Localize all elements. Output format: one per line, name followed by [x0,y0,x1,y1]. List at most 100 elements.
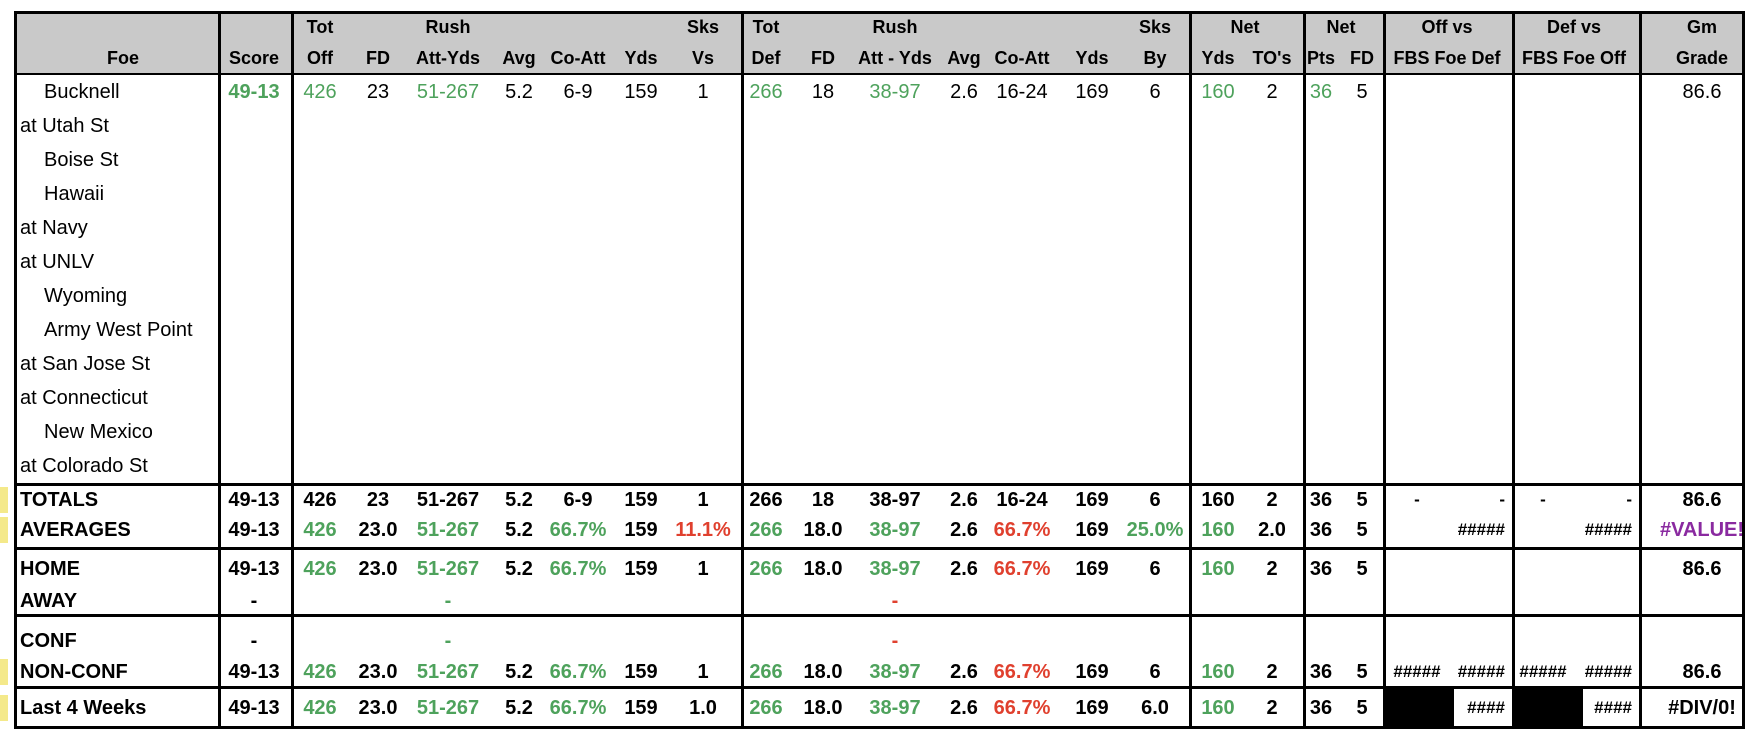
header-gm: Gm [1686,17,1718,37]
summary-home-def: 266 [749,558,783,580]
summary-nonconf-drush: 38-97 [869,661,921,683]
summary-totals-def: 266 [749,489,783,511]
foe-name: Hawaii [44,183,105,205]
header-tos: TO's [1252,48,1292,68]
summary-totals-coatt: 6-9 [563,489,593,511]
summary-home-dsks: 6 [1149,558,1161,580]
header-avg2: Avg [947,48,981,68]
foe-name: Army West Point [44,319,193,341]
game-rush: 51-267 [416,81,480,103]
summary-totals-dyds: 169 [1075,489,1109,511]
summary-conf-rush: - [444,630,452,652]
game-coatt: 6-9 [563,81,593,103]
summary-last4-dfd: 18.0 [803,697,843,719]
game-off: 426 [303,81,337,103]
summary-totals-pts: 36 [1309,489,1333,511]
summary-label-home: HOME [20,558,80,580]
summary-averages-pts: 36 [1309,519,1333,541]
summary-last4-coatt: 66.7% [549,697,607,719]
header-net-fd: FD [1350,48,1374,68]
header-foe: Foe [106,48,140,68]
summary-averages-d2: ##### [1584,520,1632,539]
summary-last4-grade: #DIV/0! [1668,697,1736,719]
grid-vline [291,11,294,728]
header-yds: Yds [624,48,658,68]
summary-averages-score: 49-13 [228,519,280,541]
summary-totals-grade: 86.6 [1682,489,1722,511]
summary-last4-tos: 2 [1266,697,1278,719]
header-net-pts: Net [1326,17,1356,37]
header-fbs-def: FBS Foe Def [1393,48,1501,68]
summary-averages-netfd: 5 [1356,519,1368,541]
summary-totals-d2: - [1626,490,1632,509]
summary-nonconf-d1: ##### [1519,662,1567,681]
summary-label-conf: CONF [20,630,77,652]
header-fd: FD [366,48,390,68]
summary-last4-sks: 1.0 [689,697,717,719]
summary-conf-drush: - [891,630,899,652]
summary-nonconf-sks: 1 [697,661,709,683]
summary-nonconf-netfd: 5 [1356,661,1368,683]
summary-totals-yds: 159 [624,489,658,511]
header-sks-vs: Sks [686,17,720,37]
summary-home-dcoatt: 66.7% [993,558,1051,580]
game-avg: 5.2 [505,81,533,103]
game-sks: 1 [697,81,709,103]
header-pts: Pts [1306,48,1336,68]
summary-away-rush: - [444,590,452,612]
summary-home-drush: 38-97 [869,558,921,580]
summary-averages-o2: ##### [1457,520,1505,539]
header-score: Score [228,48,280,68]
summary-last4-fd: 23.0 [358,697,398,719]
summary-totals-score: 49-13 [228,489,280,511]
game-grade: 86.6 [1682,81,1722,103]
summary-nonconf-yds: 159 [624,661,658,683]
summary-last4-dsks: 6.0 [1141,697,1169,719]
foe-name: at San Jose St [20,353,151,375]
summary-nonconf-avg: 5.2 [505,661,533,683]
summary-last4-dyds: 169 [1075,697,1109,719]
header-by: By [1143,48,1167,68]
summary-last4-def: 266 [749,697,783,719]
summary-nonconf-o2: ##### [1457,662,1505,681]
summary-nonconf-o1: ##### [1393,662,1441,681]
summary-home-grade: 86.6 [1682,558,1722,580]
summary-last4-o2: #### [1467,698,1505,717]
summary-last4-pts: 36 [1309,697,1333,719]
summary-totals-off: 426 [303,489,337,511]
game-def: 266 [749,81,783,103]
summary-averages-sks: 11.1% [675,519,731,541]
summary-totals-netfd: 5 [1356,489,1368,511]
summary-averages-davg: 2.6 [950,519,978,541]
grid-vline [741,11,744,728]
summary-nonconf-pts: 36 [1309,661,1333,683]
summary-totals-netyds: 160 [1201,489,1235,511]
summary-last4-avg: 5.2 [505,697,533,719]
header-background [14,11,1743,73]
summary-home-coatt: 66.7% [549,558,607,580]
summary-nonconf-score: 49-13 [228,661,280,683]
summary-away-score: - [250,590,258,612]
foe-name: at UNLV [20,251,95,273]
summary-home-score: 49-13 [228,558,280,580]
game-netfd: 5 [1356,81,1368,103]
grid-vline [1189,11,1192,728]
summary-averages-grade: #VALUE! [1659,519,1745,541]
foe-name: Bucknell [44,81,120,103]
summary-totals-dcoatt: 16-24 [996,489,1048,511]
foe-name: at Connecticut [20,387,148,409]
grid-vline [1383,11,1386,728]
summary-averages-netyds: 160 [1201,519,1235,541]
game-davg: 2.6 [950,81,978,103]
summary-totals-dsks: 6 [1149,489,1161,511]
summary-totals-drush: 38-97 [869,489,921,511]
summary-nonconf-dfd: 18.0 [803,661,843,683]
summary-home-netfd: 5 [1356,558,1368,580]
summary-nonconf-davg: 2.6 [950,661,978,683]
summary-nonconf-dsks: 6 [1149,661,1161,683]
summary-averages-drush: 38-97 [869,519,921,541]
summary-totals-fd: 23 [366,489,390,511]
header-fd2: FD [811,48,835,68]
summary-nonconf-netyds: 160 [1201,661,1235,683]
